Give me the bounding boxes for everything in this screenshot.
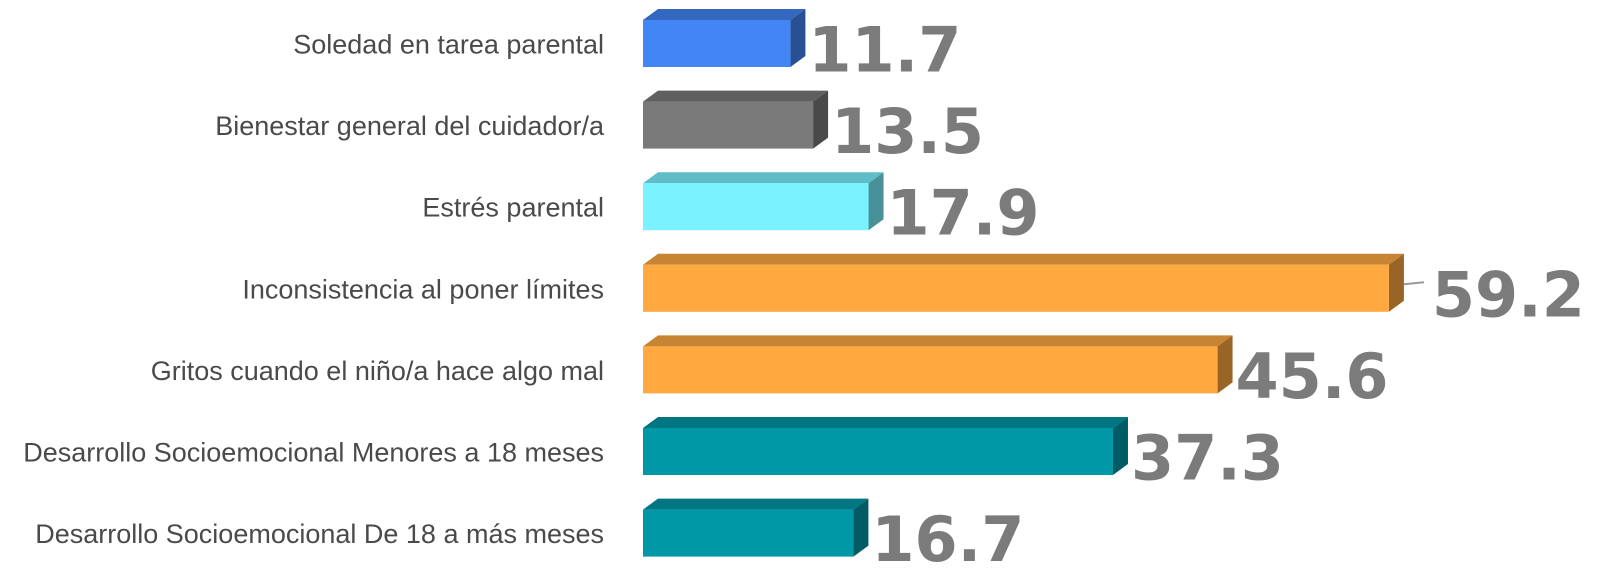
bar-side-face xyxy=(1388,253,1404,312)
bar-side-face xyxy=(1217,335,1233,394)
bar-top-face xyxy=(643,417,1128,428)
bar-group: Estrés parental 17.9 xyxy=(422,172,1040,250)
bar-top-face xyxy=(643,335,1233,347)
category-label: Inconsistencia al poner límites xyxy=(242,274,604,304)
bar-top-face xyxy=(643,253,1404,265)
bar-group: Desarrollo Socioemocional Menores a 18 m… xyxy=(23,417,1284,495)
bar-side-face xyxy=(853,498,869,557)
bar-side-face xyxy=(868,172,884,231)
bar-side-face xyxy=(790,9,806,67)
bar-top-face xyxy=(643,9,806,20)
category-label: Estrés parental xyxy=(422,193,604,223)
bar xyxy=(643,264,1389,312)
bar-group: Bienestar general del cuidador/a 13.5 xyxy=(215,90,984,168)
bar xyxy=(643,101,814,149)
data-label: 37.3 xyxy=(1131,422,1284,495)
bar-group: Desarrollo Socioemocional De 18 a más me… xyxy=(35,498,1024,572)
bar-side-face xyxy=(1112,417,1128,475)
data-label: 16.7 xyxy=(871,503,1024,572)
category-label: Soledad en tarea parental xyxy=(293,30,604,60)
bar xyxy=(643,428,1113,475)
category-label: Desarrollo Socioemocional De 18 a más me… xyxy=(35,519,604,549)
bar xyxy=(643,20,791,67)
category-label: Gritos cuando el niño/a hace algo mal xyxy=(151,356,604,386)
data-label: 11.7 xyxy=(808,14,961,87)
bar-group: Gritos cuando el niño/a hace algo mal 45.… xyxy=(151,335,1389,413)
data-label: 59.2 xyxy=(1432,258,1585,331)
bar-top-face xyxy=(643,172,884,184)
data-label: 17.9 xyxy=(887,177,1040,250)
category-label: Bienestar general del cuidador/a xyxy=(215,111,605,141)
bar-group: Inconsistencia al poner límites 59.2 xyxy=(242,253,1585,331)
category-label: Desarrollo Socioemocional Menores a 18 m… xyxy=(23,438,604,468)
bar-top-face xyxy=(643,90,829,102)
bar-top-face xyxy=(643,498,869,510)
bar-side-face xyxy=(813,90,829,149)
data-label: 45.6 xyxy=(1236,340,1389,413)
leader-line xyxy=(1403,281,1425,286)
bar xyxy=(643,183,869,231)
bar-group: Soledad en tarea parental 11.7 xyxy=(293,9,961,87)
data-label: 13.5 xyxy=(831,95,984,168)
bar xyxy=(643,346,1218,394)
bar xyxy=(643,509,854,557)
